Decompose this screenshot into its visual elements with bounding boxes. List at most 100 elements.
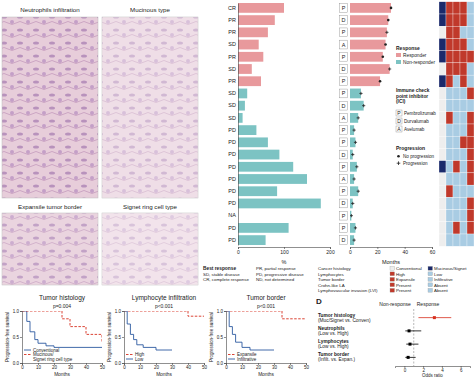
tick: 20 <box>154 363 160 370</box>
ici-box <box>340 16 348 25</box>
ici-code: P <box>342 5 346 11</box>
cell <box>467 161 474 173</box>
tick-mark <box>20 337 22 338</box>
cell <box>453 26 460 38</box>
tick-mark <box>20 363 22 364</box>
ci-line <box>406 344 418 345</box>
histology-image <box>2 17 98 198</box>
cell <box>453 173 460 185</box>
legend-entry: Absent <box>434 283 448 288</box>
cell <box>439 51 446 63</box>
ici-code: D <box>342 103 346 109</box>
cell <box>453 38 460 50</box>
tick-mark <box>224 337 226 338</box>
legend-code: D <box>397 118 401 124</box>
cell <box>446 63 453 75</box>
tick: 1.0 <box>13 309 22 314</box>
tick: PD <box>228 200 238 206</box>
ici-code: A <box>342 42 346 48</box>
bar <box>238 15 275 25</box>
ci-line <box>405 357 415 358</box>
tick: PD <box>228 151 238 157</box>
tick-label: PR <box>228 29 236 35</box>
category-axis: CRPRPRSDPRSDPRSDSDSDPDPDPDPDPDPDPDNAPDPD <box>228 4 238 246</box>
tick: 0.0 <box>115 361 124 366</box>
cell <box>446 222 453 234</box>
legend-entry: Low <box>135 357 144 362</box>
bar <box>238 174 307 184</box>
canvas: Neutrophils infiltrationMucinous typeExp… <box>0 0 474 377</box>
cell <box>446 75 453 87</box>
legend-entry: ND, not determined <box>256 277 295 282</box>
axis-line <box>238 4 239 246</box>
cell <box>446 100 453 112</box>
axis: 0.0 0.5 1.0 <box>217 309 227 366</box>
legend-swatch <box>390 266 395 270</box>
bar <box>238 76 261 86</box>
annotation: p<0.001 <box>257 303 275 309</box>
progression-marker <box>357 116 360 119</box>
tick-label: PD <box>228 127 236 133</box>
tick-label: 20 <box>52 365 58 370</box>
tick-mark <box>224 363 226 364</box>
progression-marker <box>359 92 362 95</box>
tick-label: SD <box>228 66 236 72</box>
tick-label: 20 <box>375 249 381 255</box>
tick-label: PD <box>228 225 236 231</box>
cell <box>446 51 453 63</box>
cell <box>453 112 460 124</box>
ici-box <box>340 138 348 147</box>
legend: HighLow <box>126 352 145 362</box>
tick: PD <box>228 176 238 182</box>
ici-code: P <box>342 127 346 133</box>
ci-line <box>405 330 421 331</box>
progression-marker <box>353 177 356 180</box>
histology-image <box>102 213 198 285</box>
tick-label: 50 <box>304 365 310 370</box>
ici-box <box>340 114 348 123</box>
cell <box>439 63 446 75</box>
annotation: p=0.004 <box>53 303 71 309</box>
cell <box>439 148 446 160</box>
waterfall: CRPRPRSDPRSDPRSDSDSDPDPDPDPDPDPDPDNAPDPD… <box>203 3 335 282</box>
tick-label: SD <box>228 115 236 121</box>
tick-label: 1.0 <box>217 309 224 314</box>
tick: 0.5 <box>217 335 226 340</box>
cell <box>467 112 474 124</box>
ici-box <box>340 199 348 208</box>
tick-label: 100 <box>280 249 289 255</box>
ici-code: P <box>342 164 346 170</box>
tick-label: 0.5 <box>115 335 122 340</box>
ici-code: A <box>342 115 346 121</box>
chart-title: Lymphocyte infiltration <box>132 294 197 302</box>
image-tint <box>102 213 198 285</box>
bar <box>238 199 321 209</box>
ici-code: P <box>342 213 346 219</box>
no-progression-marker <box>387 19 390 22</box>
cell <box>439 75 446 87</box>
tick-label: 0.0 <box>217 361 224 366</box>
lines <box>124 311 204 350</box>
no-progression-marker <box>384 43 387 46</box>
tick-label: 40 <box>186 365 192 370</box>
ici-code: P <box>342 225 346 231</box>
cell <box>467 63 474 75</box>
tick: 0.0 <box>13 361 22 366</box>
tick-label: PR <box>228 54 236 60</box>
no-progression-marker <box>390 7 393 10</box>
tick-label: 0.0 <box>13 361 20 366</box>
marks <box>405 309 451 366</box>
tick: 0 <box>237 247 240 255</box>
axis-title: Progression-free survival <box>107 312 112 362</box>
tick-label: 0 <box>123 365 126 370</box>
axis-line <box>227 364 307 366</box>
point <box>408 329 411 332</box>
legend-swatch <box>390 288 395 292</box>
legend-title: Best response <box>203 266 236 271</box>
legend-line <box>126 354 133 355</box>
tick: SD <box>228 41 238 47</box>
tick-label: 40 <box>402 249 408 255</box>
tick-label: PD <box>228 176 236 182</box>
legend-entry: Avelumab <box>404 127 425 132</box>
cell <box>460 75 467 87</box>
